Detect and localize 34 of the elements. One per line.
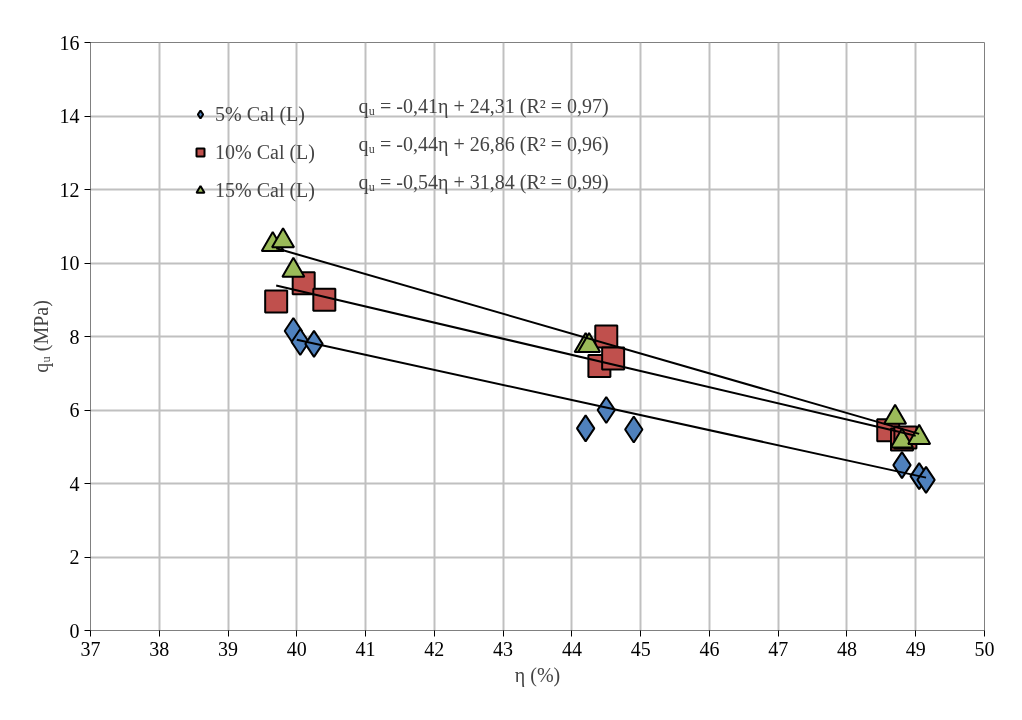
x-axis-title: η (%) — [514, 663, 561, 687]
y-tick-label: 4 — [69, 472, 80, 495]
point — [575, 414, 596, 443]
x-tick-label: 43 — [493, 637, 514, 660]
y-tick-label: 8 — [69, 325, 80, 348]
y-axis-title: qᵤ (MPa) — [29, 300, 53, 373]
x-tick-label: 47 — [768, 637, 789, 660]
x-tick-label: 42 — [424, 637, 445, 660]
y-tick-label: 16 — [59, 31, 80, 54]
x-tick-label: 37 — [80, 637, 101, 660]
annotation: qᵤ = -0,41η + 24,31 (R² = 0,97) — [358, 94, 609, 118]
legend-label: 5% Cal (L) — [215, 101, 305, 128]
y-tick-label: 12 — [59, 178, 80, 201]
x-tick-label: 39 — [218, 637, 239, 660]
y-tick-label: 14 — [59, 105, 80, 127]
y-tick-label: 0 — [69, 619, 80, 642]
x-tick-label: 50 — [974, 637, 995, 660]
x-tick-label: 46 — [699, 637, 720, 660]
legend-label: 15% Cal (L) — [215, 177, 315, 204]
annotation: qᵤ = -0,44η + 26,86 (R² = 0,96) — [358, 132, 609, 156]
y-tick-label: 2 — [69, 546, 80, 568]
x-tick-label: 49 — [905, 637, 926, 660]
x-tick-label: 38 — [149, 637, 170, 660]
annotation: qᵤ = -0,54η + 31,84 (R² = 0,99) — [358, 170, 609, 194]
legend-label: 10% Cal (L) — [215, 139, 315, 166]
point — [264, 289, 289, 314]
x-tick-label: 45 — [630, 637, 651, 660]
y-tick-label: 10 — [59, 252, 80, 274]
x-tick-label: 40 — [286, 637, 307, 660]
y-tick-label: 6 — [69, 399, 80, 421]
x-tick-label: 41 — [355, 637, 376, 660]
point — [312, 287, 337, 312]
x-tick-label: 48 — [836, 637, 857, 660]
x-tick-label: 44 — [561, 637, 582, 660]
